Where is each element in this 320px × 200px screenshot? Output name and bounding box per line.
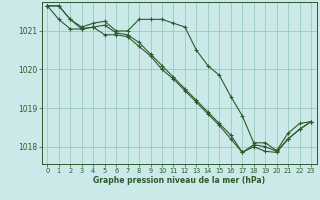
X-axis label: Graphe pression niveau de la mer (hPa): Graphe pression niveau de la mer (hPa): [93, 176, 265, 185]
